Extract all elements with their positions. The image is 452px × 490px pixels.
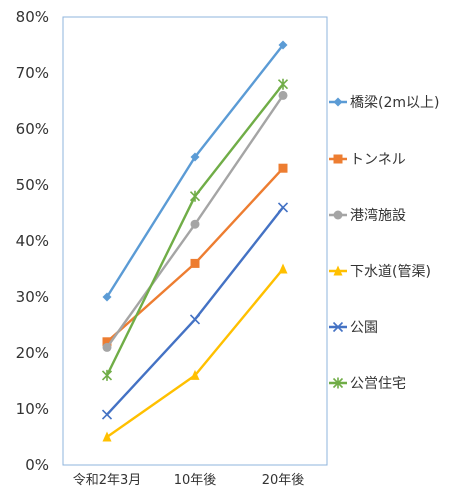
data-point-marker — [189, 314, 201, 325]
legend-label: 港湾施設 — [350, 207, 406, 224]
y-tick-label: 50% — [16, 176, 49, 194]
plot-area — [62, 16, 328, 466]
data-point-marker — [332, 377, 344, 389]
data-point-marker — [102, 342, 112, 352]
legend-item: 公園 — [329, 320, 378, 336]
data-point-marker — [278, 90, 288, 100]
legend-label: 公営住宅 — [350, 376, 406, 392]
data-point-marker — [101, 369, 113, 381]
data-point-marker — [189, 190, 201, 202]
series-group — [101, 202, 289, 420]
legend-item: トンネル — [329, 152, 406, 168]
data-point-marker — [190, 258, 200, 268]
data-point-marker — [277, 78, 289, 90]
legend-item: 公営住宅 — [329, 376, 406, 392]
x-category-label: 20年後 — [262, 473, 305, 488]
data-point-marker — [333, 154, 343, 164]
x-category-label: 10年後 — [174, 473, 217, 488]
y-tick-label: 20% — [16, 344, 49, 362]
data-point-marker — [332, 321, 344, 333]
y-tick-label: 30% — [16, 288, 49, 306]
series-line — [105, 83, 284, 376]
y-tick-label: 70% — [16, 64, 49, 82]
data-point-marker — [333, 210, 343, 220]
series-line — [106, 268, 284, 438]
y-tick-label: 40% — [16, 232, 49, 250]
legend-item: 下水道(管渠) — [329, 264, 431, 280]
legend-label: 下水道(管渠) — [350, 264, 431, 280]
legend-label: トンネル — [350, 152, 406, 168]
data-point-marker — [190, 219, 200, 229]
legend-label: 橋梁(2m以上) — [350, 95, 439, 111]
data-point-marker — [101, 409, 113, 420]
data-point-marker — [278, 163, 288, 173]
data-point-marker — [278, 40, 288, 50]
legend-item: 港湾施設 — [329, 207, 406, 224]
data-point-marker — [102, 292, 112, 302]
series-group — [101, 78, 289, 381]
data-point-marker — [102, 431, 112, 442]
series-group — [102, 263, 288, 442]
y-tick-label: 60% — [16, 120, 49, 138]
data-point-marker — [277, 202, 289, 213]
data-point-marker — [333, 97, 343, 107]
legend-label: 公園 — [350, 320, 378, 336]
series-group — [102, 40, 288, 302]
data-point-marker — [278, 263, 288, 274]
data-point-marker — [190, 369, 200, 380]
data-point-marker — [333, 265, 343, 276]
y-tick-label: 80% — [16, 8, 49, 26]
data-point-marker — [190, 152, 200, 162]
series-group — [102, 90, 288, 352]
x-category-label: 令和2年3月 — [73, 473, 142, 488]
y-tick-label: 10% — [16, 400, 49, 418]
data-point-marker — [102, 337, 112, 347]
y-tick-label: 0% — [25, 456, 49, 474]
legend-item: 橋梁(2m以上) — [329, 95, 439, 111]
